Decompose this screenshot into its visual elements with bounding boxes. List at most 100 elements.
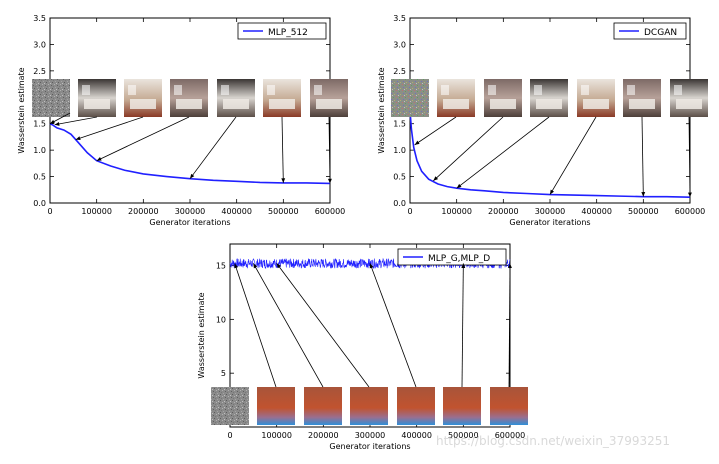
sample-thumbnail xyxy=(304,387,342,425)
x-tick-label: 300000 xyxy=(535,207,566,216)
thumbnail-window-shape xyxy=(534,85,542,95)
y-tick-label: 3.0 xyxy=(33,40,46,49)
annotation-arrow xyxy=(75,116,144,140)
annotation-arrow xyxy=(549,116,597,195)
annotation-arrowhead xyxy=(641,192,646,197)
annotation-arrowhead xyxy=(50,119,55,124)
legend-label: MLP_G,MLP_D xyxy=(428,254,490,264)
annotation-arrow xyxy=(688,116,691,198)
thumbnail-bed-shape xyxy=(536,99,562,109)
annotation-arrow xyxy=(234,263,277,388)
y-tick-label: 0.0 xyxy=(393,199,406,208)
annotation-arrowhead xyxy=(281,178,286,183)
annotation-arrow xyxy=(414,116,457,146)
watermark-text: https://blog.csdn.net/weixin_37993251 xyxy=(436,434,671,448)
annotation-arrow xyxy=(369,263,417,388)
annotation-arrow xyxy=(96,116,190,162)
annotation-arrowhead xyxy=(276,263,281,269)
annotation-arrow xyxy=(641,116,644,197)
thumbnail-bed-shape xyxy=(490,99,516,109)
y-tick-label: 5 xyxy=(221,369,226,378)
sample-thumbnail xyxy=(310,79,348,117)
annotation-arrowhead xyxy=(190,173,195,179)
thumbnail-window-shape xyxy=(488,85,496,95)
legend-box xyxy=(237,22,327,40)
sample-thumbnail xyxy=(490,387,528,425)
x-tick-label: 400000 xyxy=(221,207,252,216)
annotation-arrow xyxy=(189,116,237,179)
y-tick-label: 3.5 xyxy=(33,14,46,23)
y-tick-label: 1.5 xyxy=(33,120,46,129)
thumbnail-bed-shape xyxy=(130,99,156,109)
x-tick-label: 400000 xyxy=(581,207,612,216)
annotation-arrowhead xyxy=(687,192,692,198)
thumbnail-bed-shape xyxy=(316,99,342,109)
x-tick-label: 100000 xyxy=(441,207,472,216)
x-tick-label: 300000 xyxy=(355,431,386,440)
annotation-arrowhead xyxy=(433,176,439,181)
chart-3: 0 100000 200000 300000 400000 500000 600000 5 10… xyxy=(197,243,528,451)
thumbnail-bed-shape xyxy=(223,99,249,109)
thumbnail-window-shape xyxy=(674,85,682,95)
y-tick-label: 15 xyxy=(216,262,226,271)
y-tick-label: 1.0 xyxy=(393,146,406,155)
x-axis-label: Generator iterations xyxy=(329,442,410,451)
x-tick-label: 500000 xyxy=(628,207,659,216)
x-tick-label: 200000 xyxy=(308,431,339,440)
annotation-arrow xyxy=(456,116,550,189)
thumbnail-bed-shape xyxy=(176,99,202,109)
y-axis-label: Wasserstein estimate xyxy=(377,67,386,153)
annotation-arrow xyxy=(276,263,370,388)
x-tick-label: 600000 xyxy=(495,431,526,440)
x-tick-label: 100000 xyxy=(81,207,112,216)
annotation-arrowhead xyxy=(75,136,81,140)
y-tick-label: 1.0 xyxy=(33,146,46,155)
thumbnail-window-shape xyxy=(174,85,182,95)
x-tick-label: 0 xyxy=(227,431,232,440)
x-tick-label: 200000 xyxy=(128,207,159,216)
sample-thumbnail xyxy=(443,387,481,425)
thumbnail-bed-shape xyxy=(629,99,655,109)
y-tick-label: 0.0 xyxy=(33,199,46,208)
sample-thumbnail xyxy=(530,79,568,117)
sample-thumbnail xyxy=(623,79,661,117)
annotation-arrowhead xyxy=(461,263,466,269)
y-tick-label: 2.5 xyxy=(393,67,406,76)
thumbnail-bed-shape xyxy=(583,99,609,109)
sample-thumbnail xyxy=(437,79,475,117)
y-axis-label: Wasserstein estimate xyxy=(17,67,26,153)
x-axis-label: Generator iterations xyxy=(149,218,230,227)
sample-thumbnail xyxy=(397,387,435,425)
thumbnail-bed-shape xyxy=(443,99,469,109)
annotation-arrowhead xyxy=(508,263,512,268)
annotation-arrowhead xyxy=(550,189,555,195)
legend-box xyxy=(613,22,687,40)
legend-box xyxy=(397,248,507,266)
annotation-arrowhead xyxy=(96,156,102,161)
y-tick-label: 10 xyxy=(216,315,226,324)
sample-thumbnail xyxy=(263,79,301,117)
sample-thumbnail xyxy=(170,79,208,117)
x-tick-label: 0 xyxy=(407,207,412,216)
x-tick-label: 0 xyxy=(47,207,52,216)
x-tick-label: 500000 xyxy=(268,207,299,216)
thumbnail-bed-shape xyxy=(84,99,110,109)
annotation-arrowhead xyxy=(369,263,374,269)
y-tick-label: 3.5 xyxy=(393,14,406,23)
sample-thumbnail xyxy=(484,79,522,117)
x-tick-label: 600000 xyxy=(315,207,346,216)
x-tick-label: 600000 xyxy=(675,207,706,216)
thumbnail-window-shape xyxy=(441,85,449,95)
x-axis-label: Generator iterations xyxy=(509,218,590,227)
annotation-arrow xyxy=(461,263,464,388)
x-tick-label: 400000 xyxy=(401,431,432,440)
y-tick-label: 0.5 xyxy=(33,173,46,182)
annotation-arrowhead xyxy=(253,263,258,269)
thumbnail-window-shape xyxy=(221,85,229,95)
annotation-arrowhead xyxy=(327,178,332,184)
sample-thumbnail xyxy=(124,79,162,117)
annotation-arrow xyxy=(433,116,504,182)
thumbnail-window-shape xyxy=(627,85,635,95)
chart-2: 0 100000 200000 300000 400000 500000 600000 0.0… xyxy=(377,14,708,227)
x-tick-label: 500000 xyxy=(448,431,479,440)
